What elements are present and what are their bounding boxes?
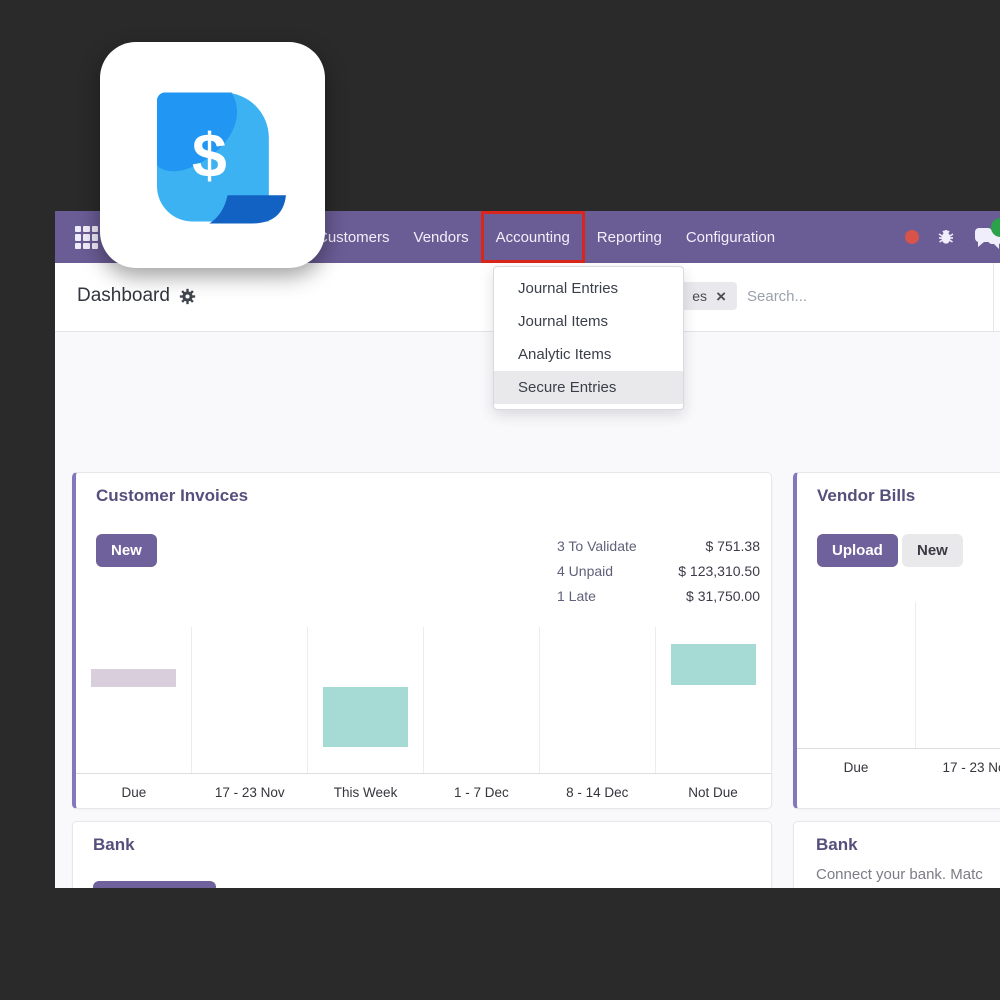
card-title[interactable]: Bank: [816, 835, 858, 854]
axis-label: This Week: [333, 784, 398, 800]
accounting-app-icon-card[interactable]: $: [100, 42, 325, 268]
stat-late-value: $ 31,750.00: [686, 587, 760, 604]
navbar-right-icons: [905, 211, 1000, 263]
upload-bill-button[interactable]: Upload: [817, 534, 898, 567]
bank-connect-subtitle: Connect your bank. Matc: [816, 866, 983, 883]
menu-item-secure-entries[interactable]: Secure Entries: [494, 371, 683, 404]
facet-value: es: [692, 288, 708, 304]
facet-close-icon[interactable]: ×: [716, 286, 726, 306]
control-panel-divider: [993, 263, 994, 331]
card-title[interactable]: Vendor Bills: [817, 486, 916, 505]
bank-card: Bank Transactions Balance $ 9,944.87 Las…: [72, 821, 772, 888]
chart-bar-this-week: [322, 686, 409, 748]
axis-label: Due: [121, 784, 147, 800]
menu-vendors[interactable]: Vendors: [413, 228, 469, 246]
menu-accounting[interactable]: Accounting: [480, 211, 585, 263]
chart-bar-due: [90, 668, 177, 687]
stat-row: Balance $ 9,944.87: [516, 884, 756, 888]
customer-invoices-card: Customer Invoices New 3 To Validate $ 75…: [72, 472, 772, 809]
menu-reporting[interactable]: Reporting: [596, 228, 662, 246]
vendor-bills-card: Vendor Bills Upload New Due 17 - 23 No: [793, 472, 1000, 809]
page-title: Dashboard: [77, 285, 170, 306]
card-title[interactable]: Bank: [93, 835, 135, 854]
search-input[interactable]: [745, 282, 975, 310]
invoices-chart-plot: [76, 627, 771, 774]
axis-label: 8 - 14 Dec: [566, 784, 629, 800]
dashboard-content: Customer Invoices New 3 To Validate $ 75…: [55, 332, 1000, 888]
axis-label: Due: [843, 759, 869, 775]
svg-text:$: $: [192, 121, 227, 191]
stat-row: 1 Late $ 31,750.00: [557, 583, 760, 608]
stat-row: 3 To Validate $ 751.38: [557, 533, 760, 558]
axis-label: 17 - 23 Nov: [214, 784, 285, 800]
stat-to-validate-link[interactable]: 3 To Validate: [557, 537, 637, 554]
menu-item-journal-entries[interactable]: Journal Entries: [518, 280, 619, 297]
bank-stats: Balance $ 9,944.87 Last Statement $ 6,37…: [516, 884, 756, 888]
card-title[interactable]: Customer Invoices: [96, 486, 249, 505]
new-bill-button[interactable]: New: [902, 534, 963, 567]
gear-icon[interactable]: [179, 288, 196, 305]
bills-chart-plot: [797, 602, 1000, 749]
menu-configuration[interactable]: Configuration: [685, 228, 776, 246]
menu-item-analytic-items[interactable]: Analytic Items: [518, 346, 612, 363]
stat-unpaid-value: $ 123,310.50: [678, 562, 760, 579]
menu-item-journal-items[interactable]: Journal Items: [518, 313, 609, 330]
accounting-receipt-icon: $: [157, 92, 286, 224]
chart-bar-not-due: [670, 643, 757, 686]
axis-label: 1 - 7 Dec: [454, 784, 509, 800]
invoices-chart-axis: Due 17 - 23 Nov This Week 1 - 7 Dec 8 - …: [76, 774, 771, 808]
record-dot-icon: [905, 230, 919, 244]
new-invoice-button[interactable]: New: [96, 534, 157, 567]
invoice-stats: 3 To Validate $ 751.38 4 Unpaid $ 123,31…: [557, 533, 760, 608]
stat-late-link[interactable]: 1 Late: [557, 587, 596, 604]
discuss-chat-icon[interactable]: [972, 218, 1000, 254]
stat-to-validate-value: $ 751.38: [705, 537, 761, 554]
stat-unpaid-link[interactable]: 4 Unpaid: [557, 562, 614, 579]
chat-online-badge: [991, 218, 1000, 237]
axis-label: Not Due: [688, 784, 738, 800]
accounting-dropdown-menu: Journal Entries Journal Items Analytic I…: [493, 266, 684, 410]
transactions-button[interactable]: Transactions: [93, 881, 216, 888]
menu-customers[interactable]: Customers: [317, 228, 390, 246]
debug-bug-icon[interactable]: [936, 227, 956, 247]
breadcrumb: Dashboard: [77, 285, 196, 307]
bills-chart-axis: Due 17 - 23 No: [797, 749, 1000, 785]
axis-label: 17 - 23 No: [942, 759, 1000, 775]
stat-row: 4 Unpaid $ 123,310.50: [557, 558, 760, 583]
apps-grid-icon[interactable]: [75, 226, 98, 249]
bank-connect-card: Bank Connect your bank. Matc Bank Setup …: [793, 821, 1000, 888]
main-menubar: Customers Vendors Accounting Reporting C…: [305, 211, 787, 263]
